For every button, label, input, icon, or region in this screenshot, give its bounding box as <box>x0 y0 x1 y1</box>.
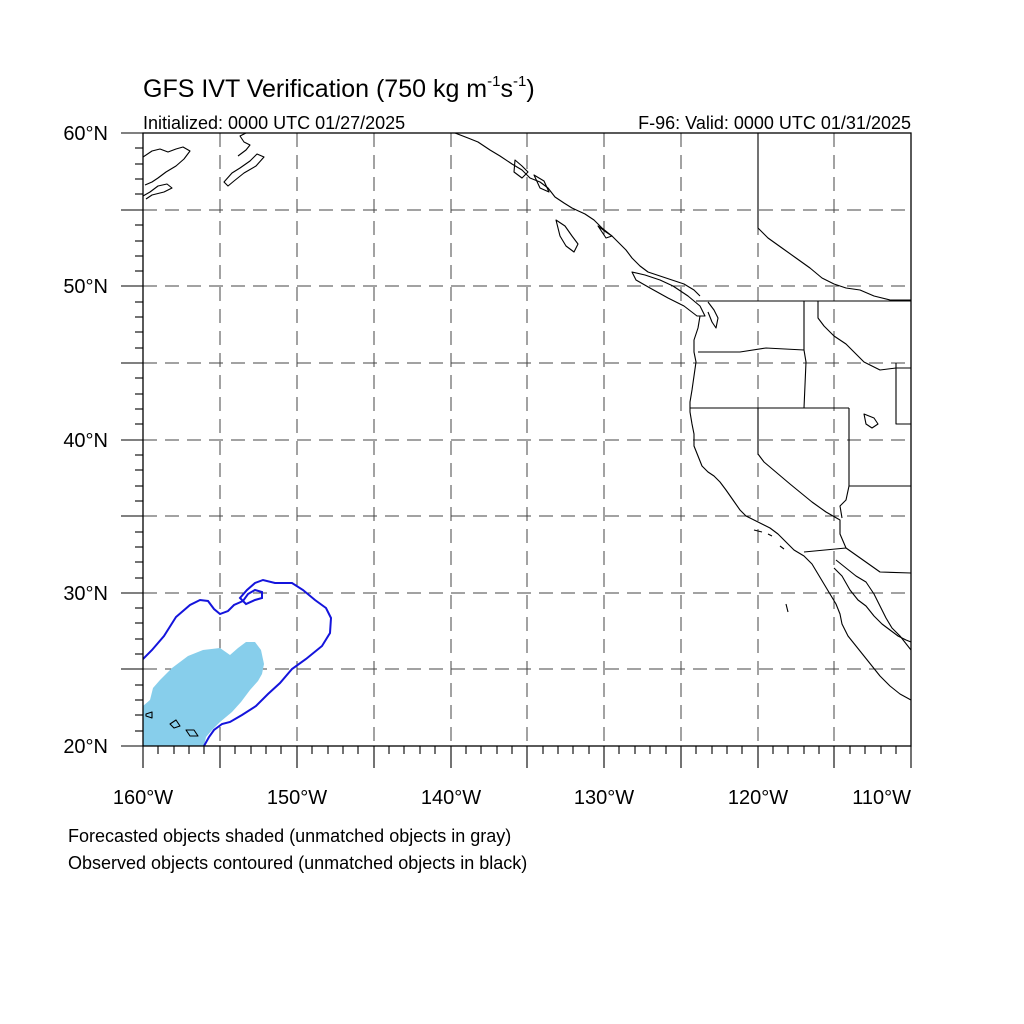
lon-label-150w: 150°W <box>267 787 327 809</box>
coastline-kenai <box>223 153 265 187</box>
border-alaska-bc <box>757 133 911 301</box>
coastline-west-coast <box>689 315 911 701</box>
lon-label-130w: 130°W <box>574 787 634 809</box>
forecast-ivt-object <box>143 642 264 746</box>
latitude-labels: 20°N 30°N 40°N 50°N 60°N <box>63 123 108 758</box>
longitude-labels: 160°W 150°W 140°W 130°W 120°W 110°W <box>113 787 911 809</box>
border-california-nevada <box>757 408 847 549</box>
bottom-minor-ticks <box>157 746 897 754</box>
coastline-hawaii <box>145 711 199 737</box>
observed-ivt-contour <box>143 578 333 746</box>
coastline-panhandle <box>454 133 701 297</box>
axis-ticks <box>121 132 912 768</box>
initialized-time: Initialized: 0000 UTC 01/27/2025 <box>143 113 405 133</box>
graticule <box>143 133 911 746</box>
coastline-gulf-east <box>835 559 911 651</box>
legend-forecast-note: Forecasted objects shaded (unmatched obj… <box>68 826 511 846</box>
coastlines <box>143 133 911 737</box>
border-us-mexico <box>803 547 911 574</box>
lat-label-20n: 20°N <box>63 736 108 758</box>
lat-label-40n: 40°N <box>63 430 108 452</box>
lon-label-110w: 110°W <box>852 787 911 809</box>
border-washington-oregon <box>698 347 805 353</box>
border-nevada-utah <box>848 408 911 487</box>
lake-salton <box>863 413 879 429</box>
figure-title: GFS IVT Verification (750 kg m-1s-1) <box>143 73 535 103</box>
coastline-puget-sound <box>707 301 719 329</box>
left-major-ticks <box>121 132 143 747</box>
lat-label-30n: 30°N <box>63 583 108 605</box>
border-wyoming-east <box>895 363 911 425</box>
lon-label-140w: 140°W <box>421 787 481 809</box>
bottom-major-ticks <box>142 746 912 768</box>
coastline-archipelago <box>513 159 613 239</box>
coastline-alaska <box>143 146 191 186</box>
coastline-channel-islands <box>753 529 789 613</box>
legend-observed-note: Observed objects contoured (unmatched ob… <box>68 853 527 873</box>
coastline-kodiak <box>143 183 173 200</box>
map-panel: 20°N 30°N 40°N 50°N 60°N 160°W 150°W 140… <box>63 123 912 809</box>
valid-time: F-96: Valid: 0000 UTC 01/31/2025 <box>638 113 911 133</box>
lat-label-50n: 50°N <box>63 276 108 298</box>
lat-label-60n: 60°N <box>63 123 108 145</box>
coastline-bc-islands <box>555 219 579 253</box>
border-arizona <box>839 485 850 519</box>
coastline-vancouver-island <box>631 271 706 317</box>
border-idaho-montana <box>803 301 807 409</box>
left-minor-ticks <box>135 147 143 732</box>
lon-label-120w: 120°W <box>728 787 788 809</box>
border-montana-wyoming <box>817 301 911 371</box>
coastline-gulf-alaska <box>237 133 251 157</box>
lon-label-160w: 160°W <box>113 787 173 809</box>
